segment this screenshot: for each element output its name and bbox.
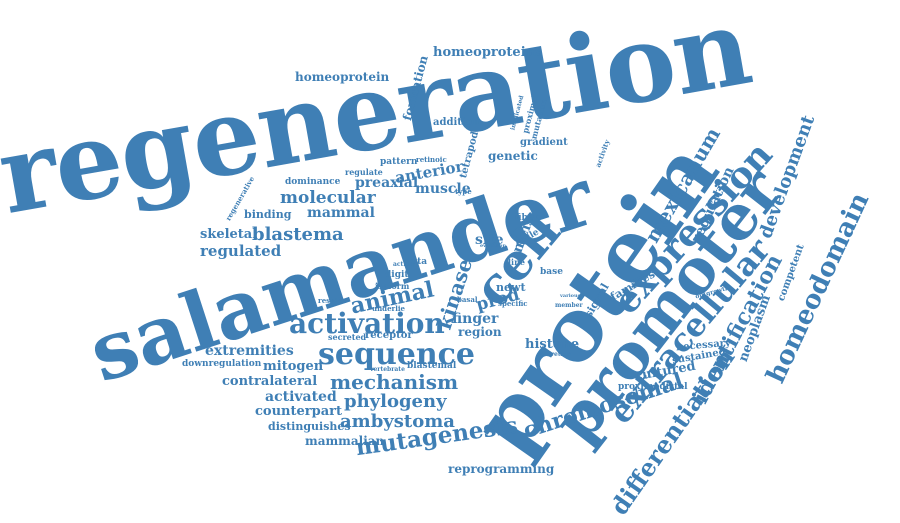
word-specific: specific [498,299,528,308]
word-muscle: muscle [415,181,471,197]
word-secreted: secreted [328,332,367,342]
word-homeoproteins: homeoproteins [433,45,543,60]
word-reprogramming: reprogramming [448,462,555,476]
word-basal: basal [457,295,478,304]
word-phylogeny: phylogeny [344,391,447,412]
word-digit: digit [385,270,409,280]
word-residue: residue [318,296,348,305]
word-downregulation: downregulation [182,359,262,369]
word-region: region [458,325,502,339]
word-line: line [508,257,525,267]
word-retinoic: retinoic [416,155,447,164]
word-histone: histone [525,337,580,352]
word-dominance: dominance [285,177,341,187]
word-skeletal: skeletal [200,227,258,242]
word-mitogen: mitogen [263,359,324,374]
word-genetic: genetic [488,149,538,163]
word-regulate: regulate [345,167,383,177]
word-gradient: gradient [520,137,568,148]
word-blastemal: blastemal [407,361,457,371]
word-fiber: fiber [515,213,539,223]
word-extremities: extremities [205,343,294,359]
word-activated: activated [265,389,337,405]
word-newt: newt [496,281,526,294]
word-addition: addition [433,117,480,128]
word-sequence: sequence [318,337,476,372]
word-ambystoma: ambystoma [340,411,455,432]
word-blastema: blastema [252,224,344,245]
word-isoform: isoform [375,281,410,291]
word-molecular: molecular [280,188,376,208]
word-proximodistal: proximodistal [618,382,688,392]
word-pattern: pattern [380,157,418,167]
word-underlie: underlie [372,304,405,313]
word-regulated: regulated [200,242,282,260]
word-evolution: evolution [480,243,507,249]
word-site: site [475,232,504,248]
word-member: member [555,302,583,309]
word-finger: finger [452,311,499,327]
word-mammal: mammal [307,205,375,221]
word-type: type [455,187,472,196]
word-mammalian: mammalian [305,434,385,448]
word-various: various [560,293,581,299]
word-preaxial: preaxial [355,175,419,191]
word-activation: activation [289,307,445,340]
word-distinguishes: distinguishes [268,420,351,433]
word-vertebrate: vertebrate [370,366,405,373]
word-base: base [540,267,563,277]
word-receptor: receptor [365,330,413,341]
word-counterpart: counterpart [255,404,342,419]
word-secretion: secretion [540,351,572,358]
word-mechanism: mechanism [330,370,459,394]
word-data: data [405,257,428,267]
word-contralateral: contralateral [222,374,318,389]
word-homeoprotein: homeoprotein [295,70,390,84]
word-activity: activity [593,138,612,169]
word-action: action [393,261,414,268]
word-binding: binding [244,208,292,221]
